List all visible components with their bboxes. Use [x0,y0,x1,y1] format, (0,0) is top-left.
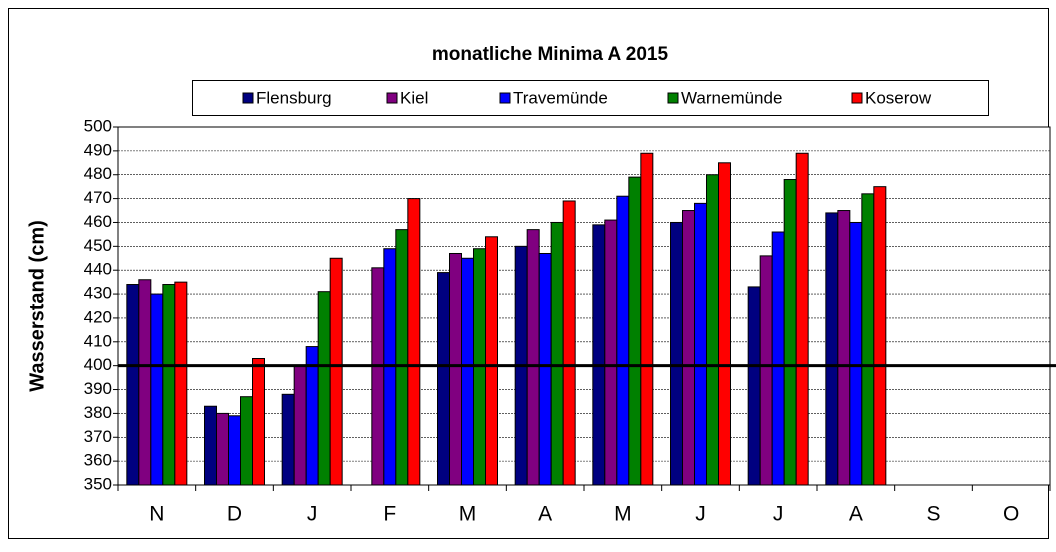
bar [783,179,797,486]
y-tick-label: 390 [84,379,112,398]
legend-swatch [242,92,254,104]
legend-swatch [667,92,679,104]
bar [682,210,695,486]
x-tick-label: D [227,503,242,526]
bar [437,272,450,486]
plot-frame [117,126,1051,486]
legend-label: Travemünde [513,88,608,107]
bar [825,212,839,486]
legend-label: Warnemünde [681,88,782,107]
x-tick-label: M [459,503,477,526]
bar [461,257,474,486]
y-tick-label: 500 [84,116,112,135]
x-tick-label: O [1003,503,1019,526]
bar [795,152,809,486]
x-tick-label: F [383,503,396,526]
legend-swatch [499,92,511,104]
bar [592,224,606,486]
bar [550,221,564,486]
y-tick-label: 440 [84,260,112,279]
y-tick-label: 470 [84,188,112,207]
bar [747,286,761,486]
bar [407,198,421,486]
x-tick-label: A [849,503,863,526]
x-tick-label: J [773,503,784,526]
bar [861,193,875,486]
bar [771,231,785,486]
plot-area [118,127,1050,485]
bar [150,293,164,486]
bar [670,221,683,486]
y-tick-label: 430 [84,284,112,303]
bar [628,176,642,486]
y-tick-label: 480 [84,164,112,183]
bar [329,257,343,486]
x-tick-label: S [926,503,940,526]
bar [252,358,265,486]
y-tick-label: 410 [84,331,112,350]
bar [395,229,409,486]
bar [526,229,540,486]
bar [616,195,630,486]
bar [873,186,887,486]
legend-swatch [386,92,398,104]
bar [138,279,152,486]
y-tick-label: 370 [84,427,112,446]
x-tick-label: A [538,503,552,526]
x-tick-label: N [149,503,164,526]
y-tick-label: 420 [84,307,112,326]
legend-label: Koserow [865,88,932,107]
bar [706,174,719,486]
bar [204,405,217,486]
x-tick-label: M [614,503,632,526]
bar [562,200,576,486]
legend-label: Kiel [400,88,428,107]
bar [694,202,707,486]
bar [640,152,654,486]
bar [293,365,307,486]
bar [718,162,731,486]
y-tick-label: 360 [84,451,112,470]
bar [216,412,229,486]
y-tick-label: 380 [84,403,112,422]
bar [305,346,319,486]
bar [759,255,773,486]
legend-swatch [851,92,863,104]
x-tick-label: J [695,503,706,526]
y-tick-label: 450 [84,236,112,255]
bar [317,291,331,486]
bar [228,415,241,486]
bar [281,393,295,486]
legend-label: Flensburg [256,88,332,107]
bar [604,219,618,486]
bar [485,236,498,486]
y-tick-label: 460 [84,212,112,231]
x-tick-label: J [307,503,318,526]
bar [849,221,863,486]
bar [162,284,176,486]
bar [174,281,188,486]
bar [240,396,253,486]
chart-title: monatliche Minima A 2015 [432,44,669,65]
y-axis-label: Wasserstand (cm) [26,220,48,392]
bar [371,267,385,486]
y-tick-label: 400 [84,355,112,374]
bar [837,210,851,486]
bar [126,284,140,486]
y-tick-label: 490 [84,140,112,159]
bar [449,252,462,486]
y-tick-label: 350 [84,474,112,493]
bar [538,252,552,486]
